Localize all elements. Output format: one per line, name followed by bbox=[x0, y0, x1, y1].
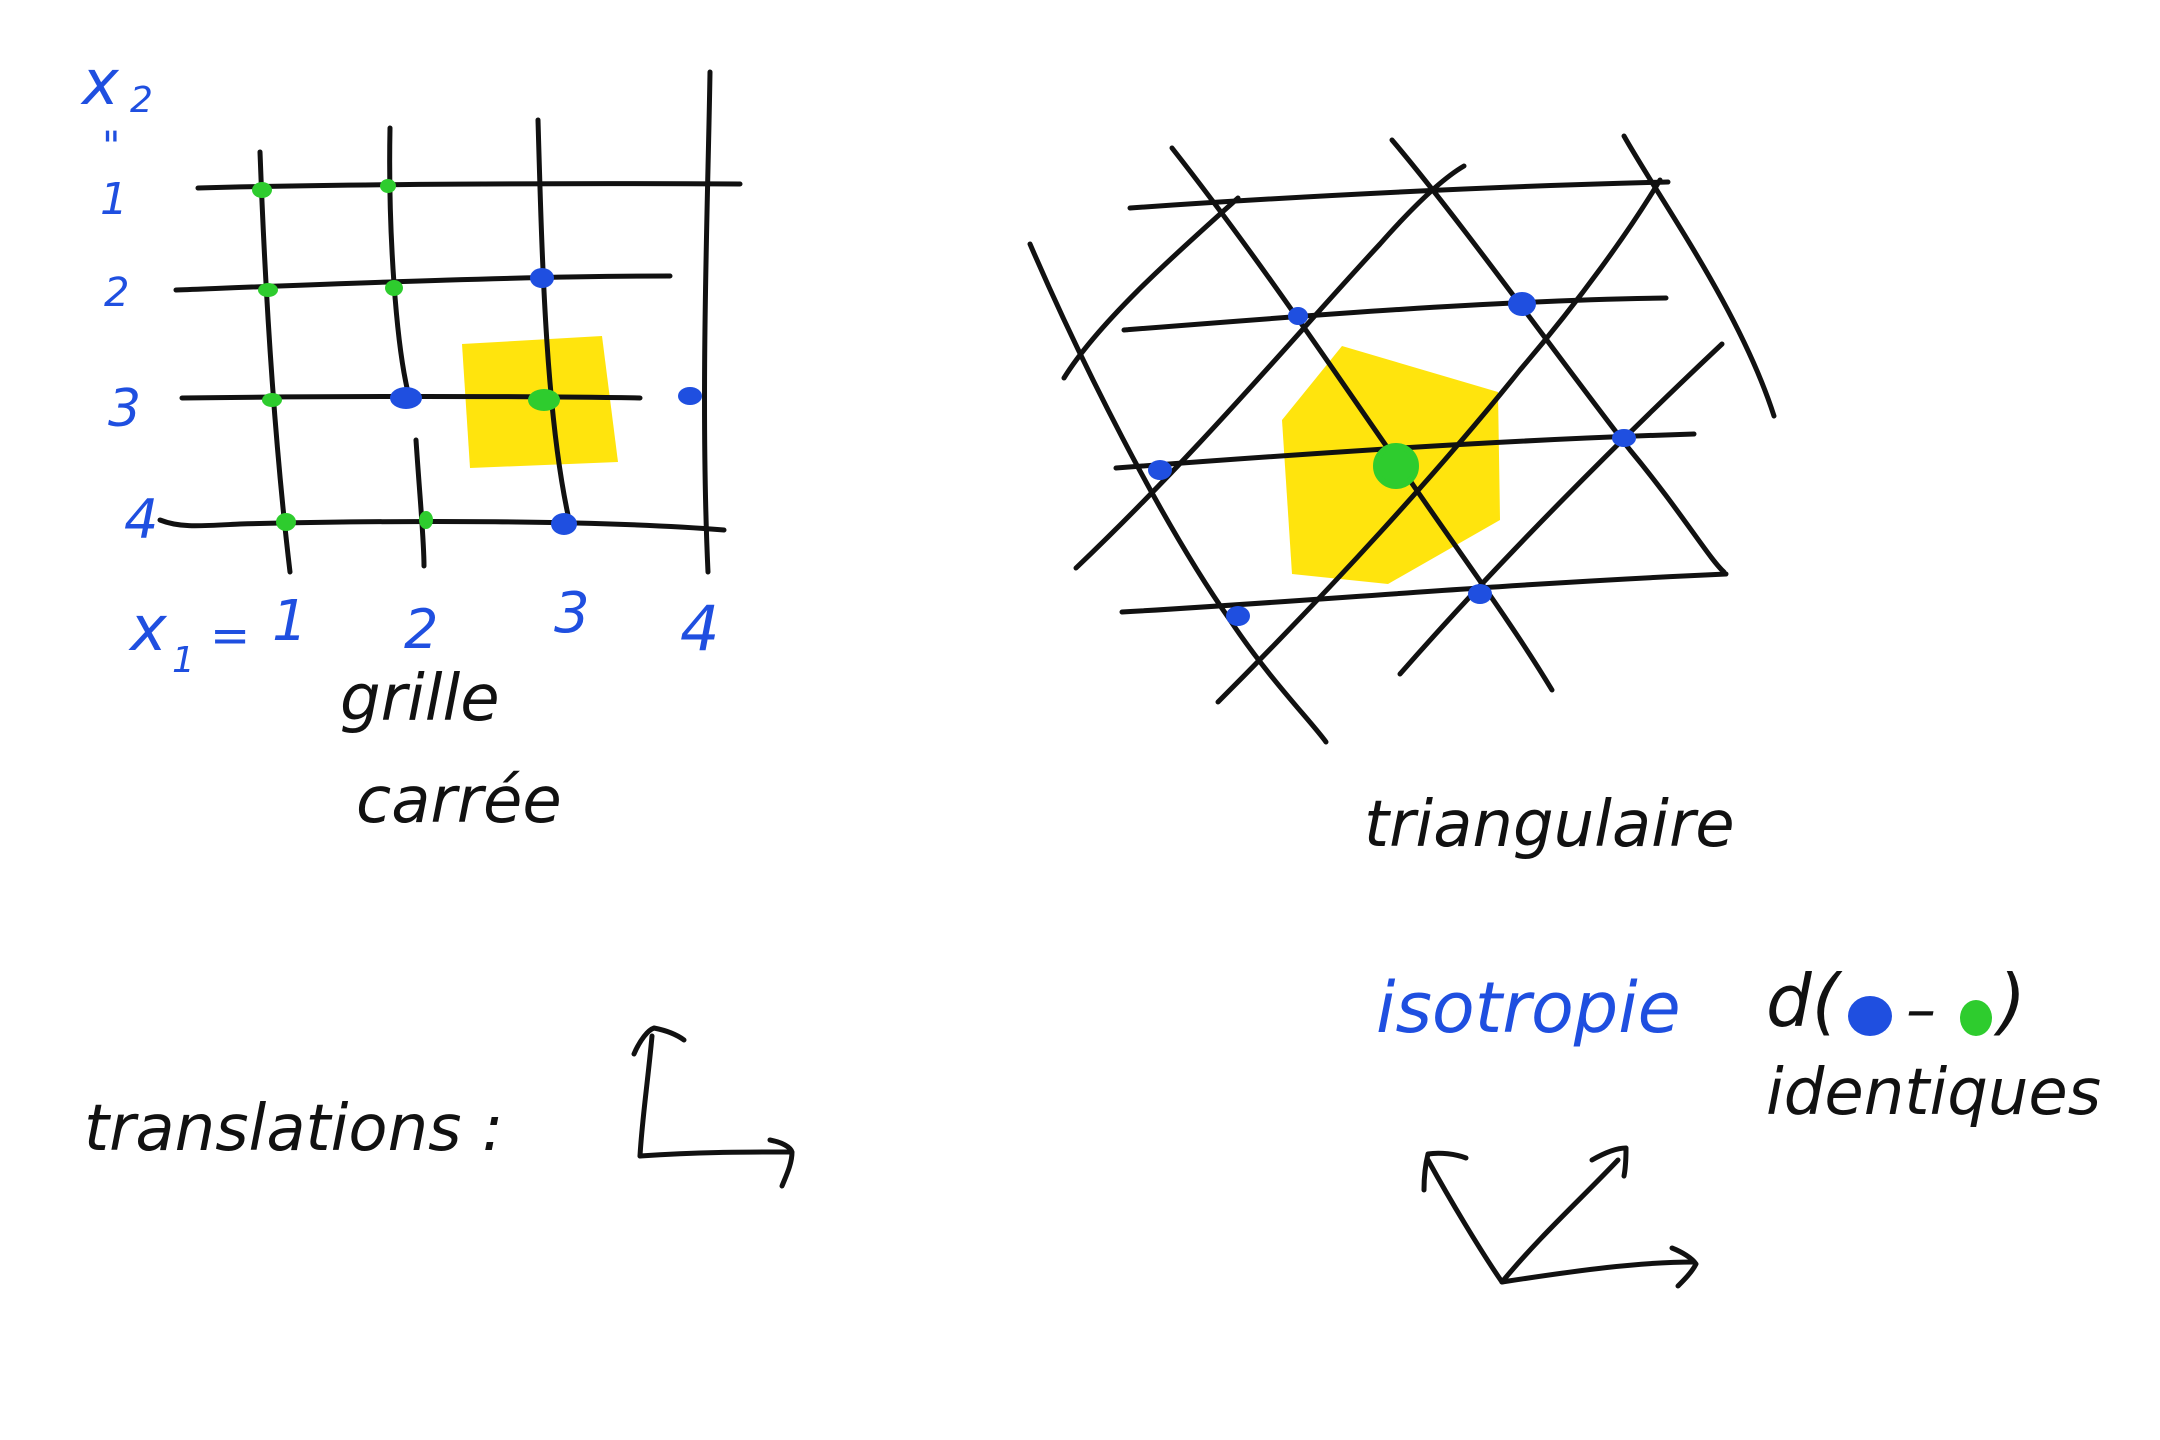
tri-basis-vector-right-up-head bbox=[1589, 1145, 1629, 1179]
row-label-3: 3 bbox=[108, 379, 141, 439]
axis-x1-equals: = bbox=[210, 608, 250, 664]
axis-x1-label: x bbox=[128, 592, 168, 665]
distance-note-prefix: d( bbox=[1766, 959, 1843, 1043]
distance-note-dash: – bbox=[1906, 975, 1936, 1045]
tri-grid-diag-b-1 bbox=[1061, 195, 1241, 381]
axis-x2-equals-mark: " bbox=[102, 124, 120, 170]
square-grid-blue-points bbox=[390, 268, 702, 535]
row-label-4: 4 bbox=[124, 488, 158, 551]
col-label-4: 4 bbox=[680, 592, 719, 665]
tri-grid-blue-points bbox=[1148, 292, 1636, 626]
triangular-grid: triangulaire bbox=[1027, 133, 1777, 862]
distance-note-line2: identiques bbox=[1766, 1056, 2101, 1130]
square-grid-col-line-2 bbox=[387, 125, 427, 569]
square-grid-green-points bbox=[252, 179, 560, 531]
tri-basis-vector-left-head bbox=[1421, 1150, 1469, 1193]
tri-basis-vector-left bbox=[1425, 1157, 1505, 1285]
square-basis-vector-up-head bbox=[631, 1025, 687, 1057]
square-grid-row-line-3 bbox=[179, 394, 643, 401]
tri-grid-center-point-ring bbox=[1373, 443, 1419, 489]
axis-x1-subscript: 1 bbox=[172, 640, 195, 681]
square-grid-col-line-1 bbox=[257, 149, 293, 575]
row-label-1: 1 bbox=[100, 174, 128, 225]
row-label-2: 2 bbox=[104, 270, 129, 316]
tri-grid-diag-a-3 bbox=[1389, 137, 1727, 575]
tri-grid-row-line-4 bbox=[1119, 571, 1729, 615]
axis-x2-label: x bbox=[80, 46, 120, 119]
axis-x2-subscript: 2 bbox=[130, 80, 153, 121]
isotropy-section: isotropie d( – ) identiques bbox=[1376, 959, 2101, 1289]
square-grid-row-line-2 bbox=[173, 273, 673, 293]
col-label-2: 2 bbox=[404, 598, 438, 661]
tri-grid-diag-a-4 bbox=[1621, 133, 1777, 419]
tri-basis-vector-horizontal bbox=[1499, 1259, 1697, 1285]
square-grid-caption-line2: carrée bbox=[356, 764, 562, 838]
translations-label: translations : bbox=[84, 1092, 503, 1166]
square-grid: x 2 " 1 2 3 4 x 1 = 1 2 3 4 grille carré… bbox=[80, 46, 743, 838]
tri-grid-diag-b-2 bbox=[1073, 163, 1467, 571]
square-basis-vector-up bbox=[637, 1033, 655, 1159]
tri-grid-diag-a-1 bbox=[1027, 241, 1329, 745]
tri-basis-vector-right-up bbox=[1499, 1157, 1621, 1285]
square-grid-row-line-1 bbox=[195, 181, 743, 191]
square-grid-col-line-4 bbox=[702, 69, 713, 575]
tri-grid-row-line-1 bbox=[1127, 179, 1671, 211]
square-grid-row-line-4 bbox=[157, 517, 727, 533]
distance-note-blue-dot bbox=[1848, 996, 1892, 1036]
tri-grid-diag-b-4 bbox=[1397, 341, 1725, 677]
square-basis-vector-right bbox=[637, 1149, 793, 1159]
translations-section: translations : bbox=[84, 1025, 795, 1189]
square-grid-caption-line1: grille bbox=[340, 662, 500, 736]
distance-note-suffix: ) bbox=[1993, 959, 2026, 1043]
distance-note-green-dot bbox=[1960, 1000, 1992, 1036]
tri-grid-caption: triangulaire bbox=[1364, 788, 1735, 862]
square-basis-vector-right-head bbox=[767, 1137, 795, 1189]
tri-grid-diag-b-3 bbox=[1215, 177, 1663, 705]
tri-basis-vector-horizontal-head bbox=[1669, 1245, 1699, 1289]
square-grid-col-line-3 bbox=[535, 117, 573, 527]
col-label-3: 3 bbox=[554, 581, 590, 646]
tri-grid-row-line-2 bbox=[1121, 295, 1669, 333]
isotropy-label: isotropie bbox=[1376, 967, 1681, 1049]
tri-grid-center-point bbox=[1378, 448, 1414, 484]
col-label-1: 1 bbox=[272, 589, 308, 654]
